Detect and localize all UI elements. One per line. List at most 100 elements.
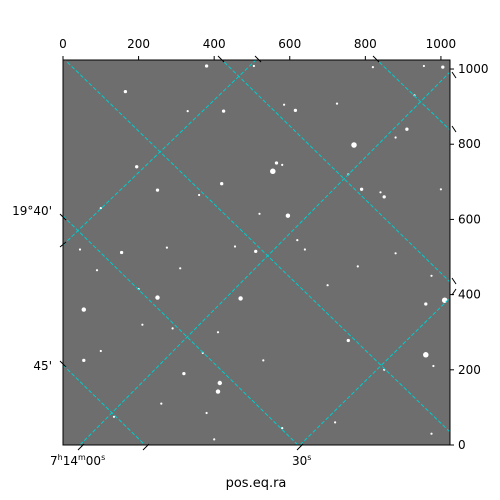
wcs-tick-marks — [59, 55, 457, 451]
star-point — [439, 188, 442, 191]
star-point — [394, 252, 397, 255]
star-point — [356, 265, 359, 268]
star-point — [171, 327, 174, 330]
grid-line — [63, 60, 257, 246]
top-tick-label: 200 — [127, 37, 150, 51]
star-point — [95, 269, 99, 272]
star-point — [326, 284, 329, 287]
star-point — [99, 349, 102, 353]
grid-line — [63, 215, 299, 445]
star-point — [394, 136, 397, 139]
star-point — [405, 127, 409, 131]
star-point — [78, 248, 82, 251]
ra-tick-mark — [142, 443, 150, 451]
star-point — [165, 246, 168, 249]
star-point — [155, 188, 160, 192]
right-tick-label: 800 — [458, 137, 481, 151]
star-point — [112, 415, 116, 418]
star-point — [430, 432, 433, 435]
star-point — [303, 248, 306, 251]
dec-tick-mark — [59, 360, 67, 368]
plot-frame — [62, 59, 451, 446]
star-point — [233, 245, 237, 248]
star-point — [274, 161, 279, 165]
star-point — [285, 213, 291, 218]
star-point — [430, 274, 433, 277]
star-point — [119, 250, 124, 255]
frame-tick-mark — [451, 288, 457, 296]
star-point — [254, 249, 258, 254]
frame-tick-mark — [451, 71, 457, 79]
top-tick-label: 1000 — [426, 37, 457, 51]
star-point — [217, 380, 222, 386]
star-point — [262, 359, 265, 362]
top-tick-label: 400 — [203, 37, 226, 51]
star-point — [296, 239, 299, 242]
grid-line — [63, 364, 146, 445]
x-axis-title: pos.eq.ra — [226, 476, 287, 491]
star-point — [179, 267, 182, 270]
star-point — [351, 142, 357, 148]
star-point — [205, 411, 208, 415]
top-pixel-axis: 0 200 400 600 800 1000 — [59, 37, 456, 60]
star-point — [281, 163, 284, 166]
right-tick-label: 200 — [458, 363, 481, 377]
grid-line — [221, 60, 450, 283]
star-point — [198, 193, 201, 197]
star-point — [441, 65, 445, 69]
star-point — [423, 352, 429, 358]
star-point — [283, 103, 286, 106]
star-point — [293, 108, 298, 113]
star-point — [432, 364, 435, 368]
top-tick-label: 0 — [59, 37, 67, 51]
dec-tick-mark — [59, 241, 67, 248]
star-point — [441, 297, 448, 303]
dec-tick-label: 45' — [33, 359, 52, 373]
star-point — [281, 427, 284, 430]
star-point — [221, 109, 226, 113]
frame-tick-mark — [254, 55, 262, 63]
star-point — [258, 212, 261, 215]
ra-tick-label: 30s — [292, 453, 311, 468]
star-point — [359, 187, 364, 191]
star-point — [335, 102, 339, 105]
ra-tick-mark — [77, 443, 85, 451]
right-tick-label: 0 — [458, 438, 466, 452]
star-point — [182, 371, 186, 376]
ra-tick-mark — [296, 443, 304, 451]
top-tick-label: 800 — [354, 37, 377, 51]
right-tick-label: 1000 — [458, 62, 489, 76]
grid-line — [79, 71, 450, 445]
star-point — [81, 307, 87, 312]
top-tick-label: 600 — [278, 37, 301, 51]
star-point — [141, 323, 144, 326]
right-pixel-axis: 0 200 400 600 800 1000 — [450, 62, 489, 452]
star-point — [82, 358, 86, 363]
star-point — [379, 191, 382, 194]
star-point — [123, 89, 128, 94]
frame-tick-mark — [451, 277, 457, 285]
star-point — [160, 402, 163, 405]
right-tick-label: 600 — [458, 212, 481, 226]
star-point — [252, 64, 255, 68]
frame-tick-mark — [372, 55, 380, 63]
dec-tick-label: 19°40' — [12, 204, 52, 218]
grid-line — [376, 60, 450, 131]
star-point — [382, 195, 386, 199]
right-tick-label: 400 — [458, 288, 481, 302]
star-point — [213, 438, 216, 441]
star-point — [371, 66, 374, 69]
ra-tick-label: 7h14m00s — [50, 453, 105, 468]
star-point — [99, 207, 102, 210]
star-point — [334, 421, 337, 424]
star-point — [346, 338, 350, 343]
star-point — [422, 64, 425, 68]
grid-line — [299, 297, 450, 445]
star-point — [135, 165, 139, 169]
star-point — [204, 64, 209, 68]
star-point — [238, 296, 243, 301]
frame-tick-mark — [217, 55, 225, 63]
star-point — [424, 302, 428, 306]
star-point — [155, 295, 160, 300]
